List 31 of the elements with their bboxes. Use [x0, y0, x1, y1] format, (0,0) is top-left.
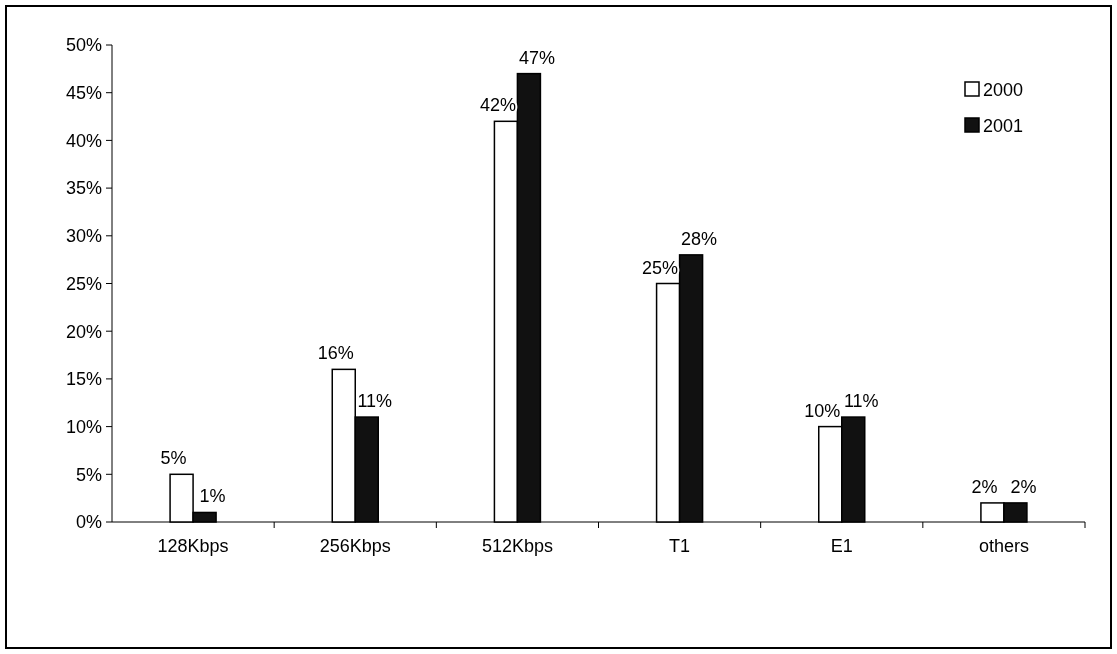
- y-tick-label: 0%: [75, 512, 102, 533]
- y-tick-label: 15%: [65, 369, 102, 390]
- x-tick-label: 256Kbps: [319, 536, 391, 556]
- legend-label: 2000: [983, 80, 1024, 101]
- data-label: 16%: [317, 343, 354, 364]
- x-tick-label: E1: [830, 536, 853, 556]
- y-tick-label: 10%: [65, 416, 102, 437]
- data-label: 42%: [479, 95, 516, 116]
- x-tick-label: 512Kbps: [481, 536, 553, 556]
- data-label: 47%: [518, 47, 555, 68]
- y-tick-label: 25%: [65, 273, 102, 294]
- y-tick-label: 30%: [65, 226, 102, 247]
- y-tick-label: 40%: [65, 130, 102, 151]
- data-label: 11%: [357, 391, 393, 412]
- data-label: 28%: [681, 228, 718, 249]
- data-label: 11%: [843, 391, 879, 412]
- data-label: 25%: [642, 257, 679, 278]
- data-label: 2%: [1010, 476, 1037, 497]
- data-label: 5%: [160, 448, 187, 469]
- data-label: 1%: [199, 486, 226, 507]
- legend-label: 2001: [983, 116, 1024, 137]
- data-label: 10%: [804, 400, 841, 421]
- x-tick-label: others: [978, 536, 1029, 556]
- y-tick-label: 20%: [65, 321, 102, 342]
- data-label: 2%: [971, 476, 998, 497]
- x-tick-label: T1: [669, 536, 691, 556]
- x-tick-label: 128Kbps: [157, 536, 229, 556]
- y-tick-label: 5%: [75, 464, 102, 485]
- y-tick-label: 35%: [65, 178, 102, 199]
- y-tick-label: 50%: [65, 35, 102, 56]
- y-tick-label: 45%: [65, 83, 102, 103]
